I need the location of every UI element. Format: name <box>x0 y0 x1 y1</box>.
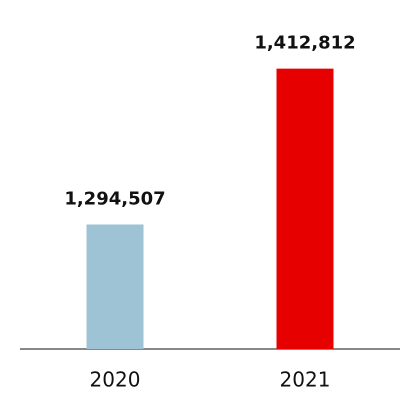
x-tick-label: 2020 <box>90 368 141 392</box>
value-label: 1,294,507 <box>64 188 165 209</box>
bar <box>276 68 334 350</box>
x-tick-label: 2021 <box>280 368 331 392</box>
bar <box>86 224 144 349</box>
value-label: 1,412,812 <box>254 33 355 54</box>
